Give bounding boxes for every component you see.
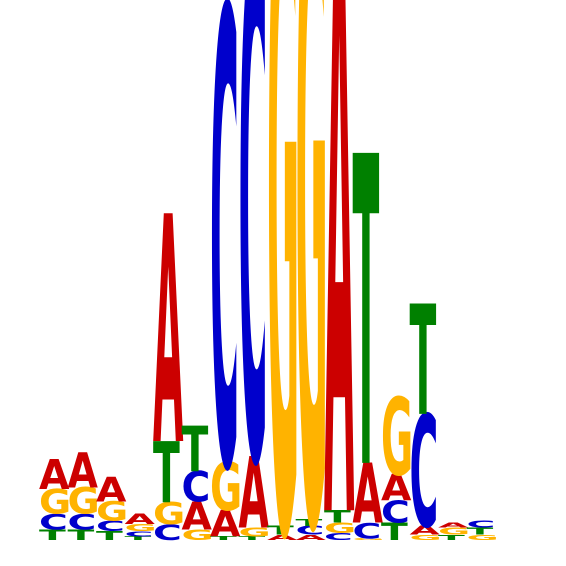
logo-letter-a: A xyxy=(381,467,411,509)
logo-letter-g: G xyxy=(153,498,185,532)
logo-letter-a: A xyxy=(324,0,355,566)
logo-letter-t: T xyxy=(125,536,152,542)
logo-letter-a: A xyxy=(267,533,298,541)
logo-letter-a: A xyxy=(353,447,384,543)
logo-letter-a: A xyxy=(438,521,469,529)
logo-letter-t: T xyxy=(467,526,494,537)
logo-letter-g: G xyxy=(68,480,100,522)
logo-letter-g: G xyxy=(182,527,214,544)
logo-letter-t: T xyxy=(267,524,294,538)
logo-letter-g: G xyxy=(267,0,299,566)
logo-letter-c: C xyxy=(239,0,268,566)
logo-letter-t: T xyxy=(39,527,67,544)
logo-letter-t: T xyxy=(239,536,266,542)
logo-letter-t: T xyxy=(182,415,209,487)
logo-letter-a: A xyxy=(68,444,98,500)
logo-letter-t: T xyxy=(353,70,380,564)
logo-letter-a: A xyxy=(96,470,127,510)
logo-letter-g: G xyxy=(467,533,499,541)
logo-letter-t: T xyxy=(381,518,409,546)
logo-letter-a: A xyxy=(153,151,183,516)
logo-letter-t: T xyxy=(296,517,323,528)
logo-letter-g: G xyxy=(125,522,157,533)
logo-letter-c: C xyxy=(324,531,353,542)
logo-letter-g: G xyxy=(239,525,271,539)
logo-letter-t: T xyxy=(438,533,466,541)
logo-letter-c: C xyxy=(153,521,182,546)
logo-letter-a: A xyxy=(182,495,212,540)
logo-letter-g: G xyxy=(210,449,242,526)
logo-letter-c: C xyxy=(296,524,325,538)
logo-letter-a: A xyxy=(39,452,69,499)
logo-letter-t: T xyxy=(410,274,437,451)
logo-letter-c: C xyxy=(96,518,125,535)
logo-letter-t: T xyxy=(96,529,123,543)
logo-letter-c: C xyxy=(467,519,496,530)
logo-letter-t: T xyxy=(153,425,180,522)
logo-letter-c: C xyxy=(68,510,97,535)
logo-letter-g: G xyxy=(324,520,356,537)
logo-letter-g: G xyxy=(353,538,385,541)
logo-letter-a: A xyxy=(239,436,269,552)
logo-letter-a: A xyxy=(125,511,156,528)
logo-letter-c: C xyxy=(182,462,211,512)
logo-letter-a: A xyxy=(410,524,441,538)
logo-letter-t: T xyxy=(324,507,351,526)
logo-letter-g: G xyxy=(296,0,328,566)
logo-letter-t: T xyxy=(210,536,237,542)
logo-letter-t: T xyxy=(68,527,96,544)
logo-letter-a: A xyxy=(296,533,327,541)
logo-letter-g: G xyxy=(438,526,470,537)
logo-letter-c: C xyxy=(125,530,154,538)
logo-letter-c: C xyxy=(353,519,382,544)
logo-letter-g: G xyxy=(96,496,128,527)
logo-letter-c: C xyxy=(381,496,410,530)
logo-letter-g: G xyxy=(410,533,442,541)
logo-letter-c: C xyxy=(410,385,439,563)
logo-letter-a: A xyxy=(210,503,240,545)
logo-letter-g: G xyxy=(39,482,71,522)
logo-letter-c: C xyxy=(39,510,68,535)
logo-letter-g: G xyxy=(381,376,413,499)
logo-letter-c: C xyxy=(210,0,239,566)
